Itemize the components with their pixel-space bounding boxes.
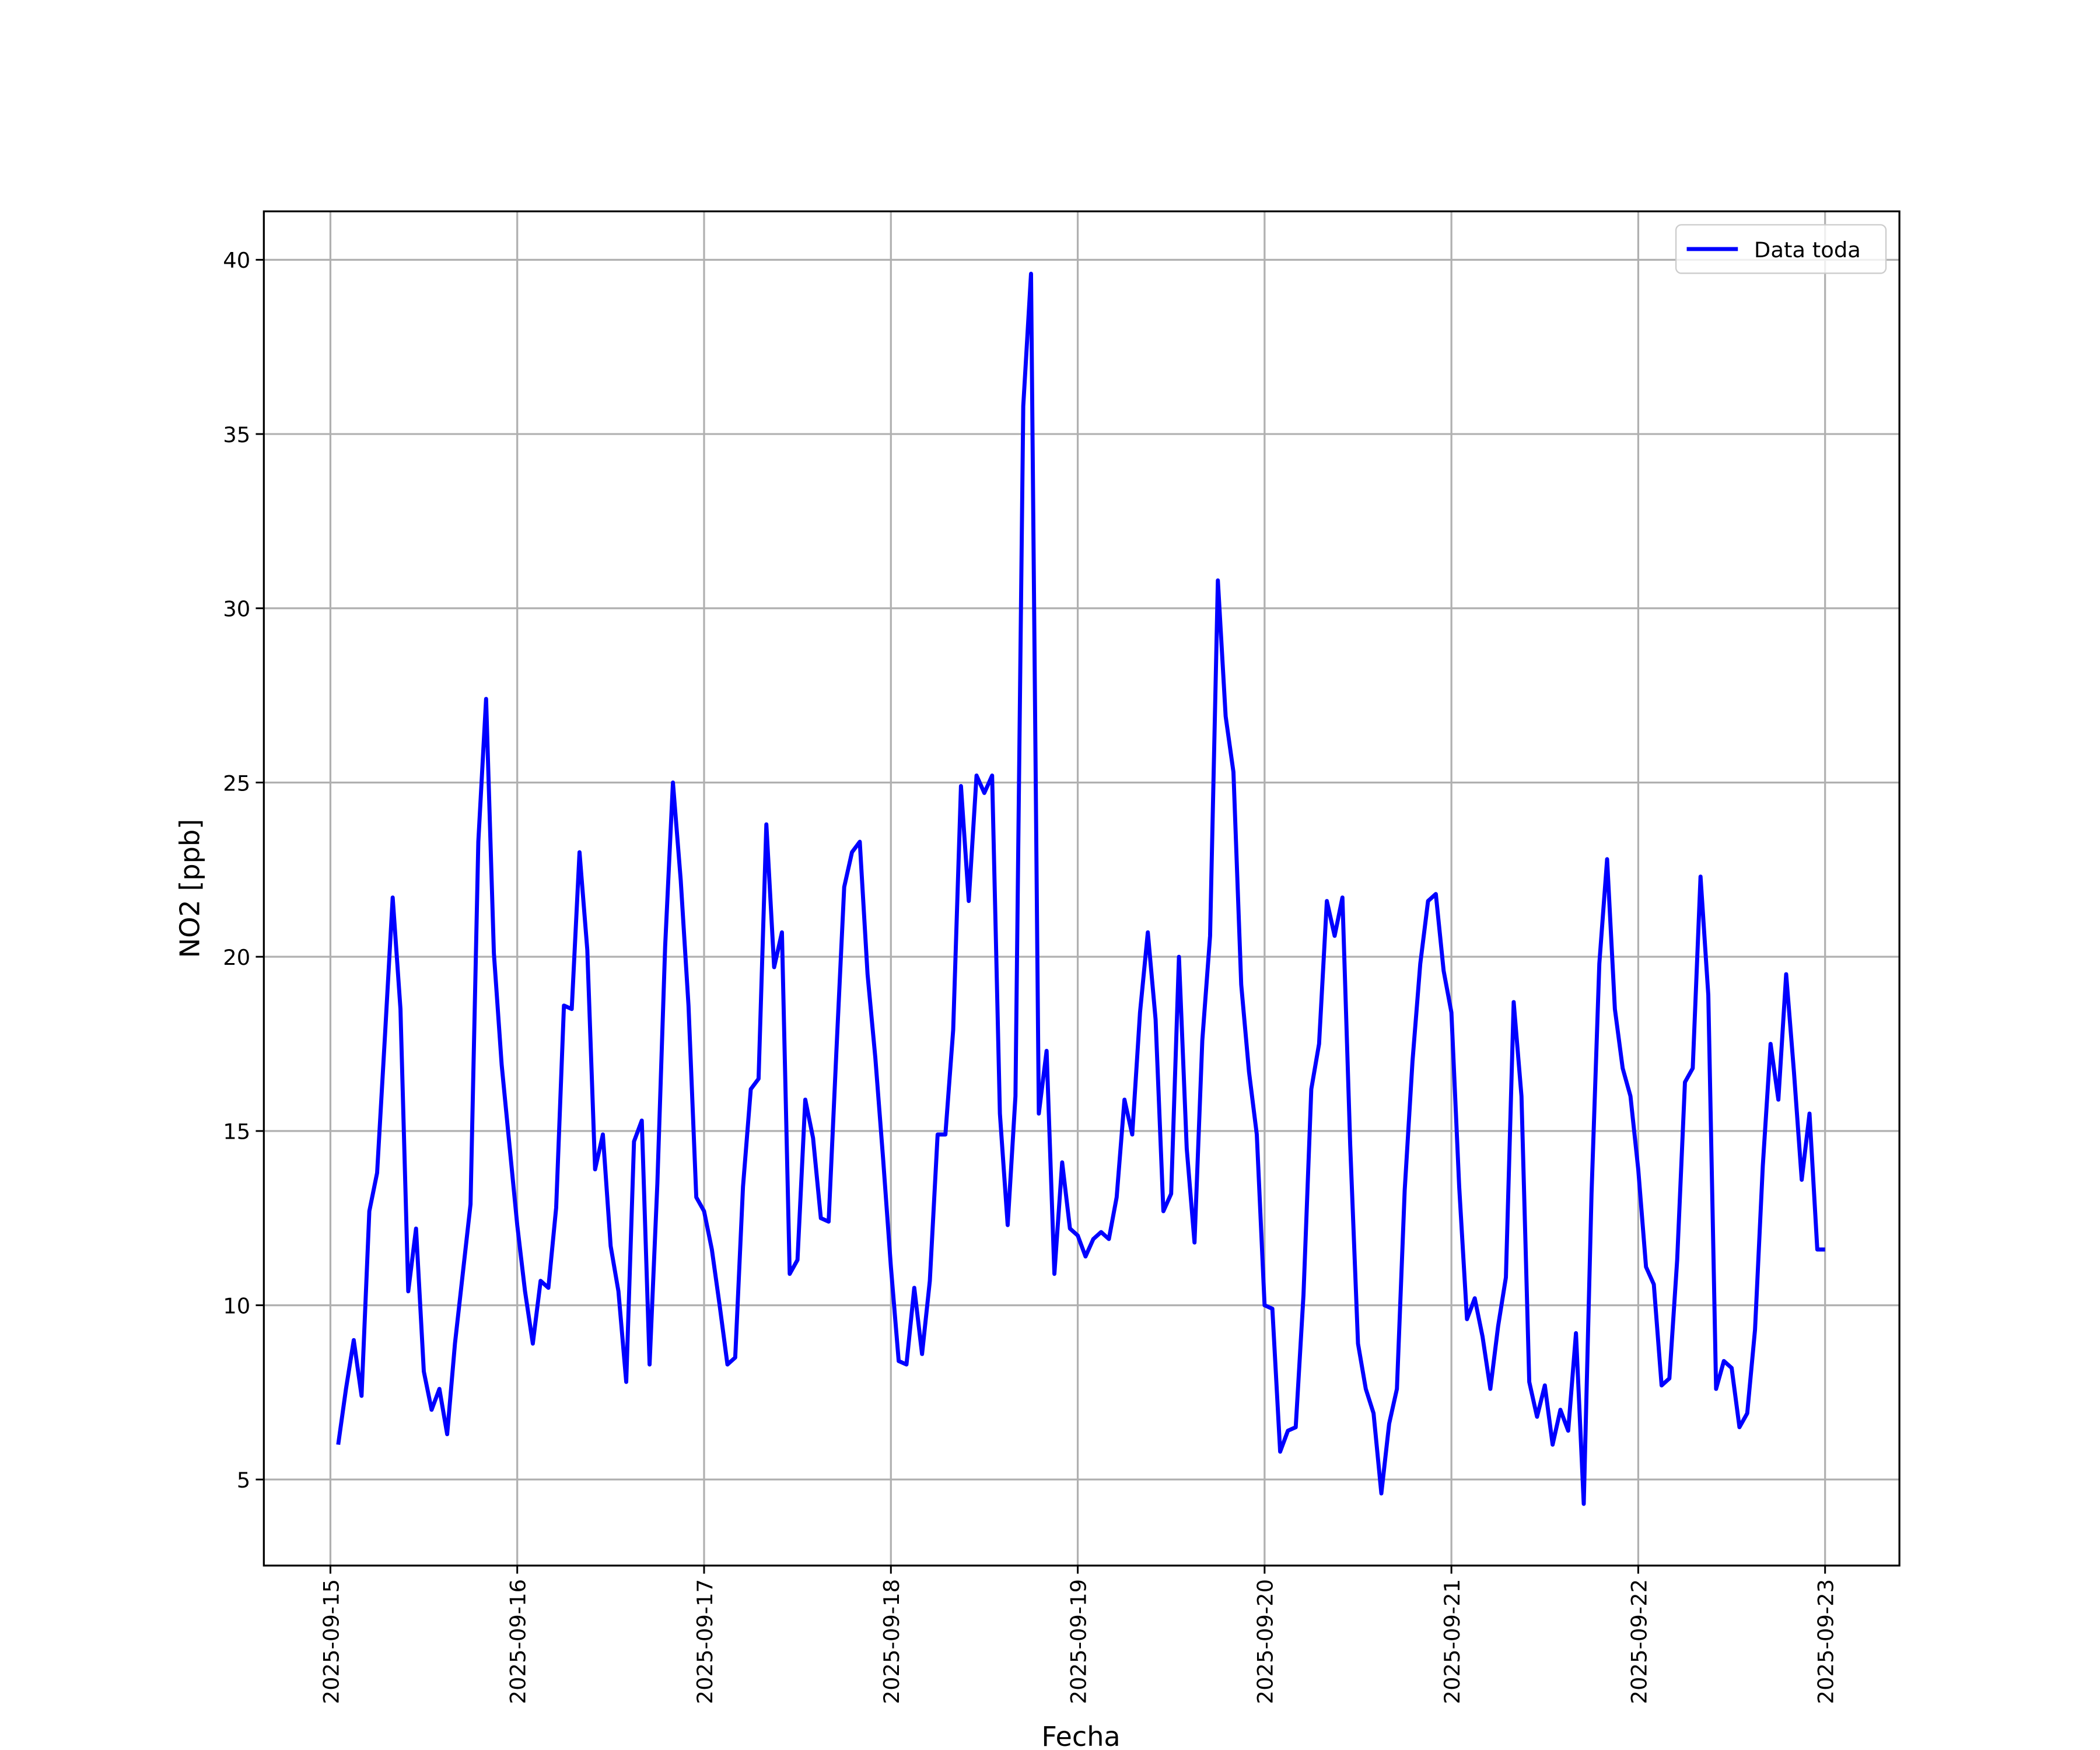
legend-box — [1675, 224, 1887, 274]
y-tick-label: 20 — [223, 945, 250, 970]
data-line — [336, 271, 1825, 1506]
plot-frame — [262, 210, 1901, 1567]
x-tick-label: 2025-09-22 — [1626, 1579, 1651, 1704]
x-tick-label: 2025-09-18 — [879, 1579, 904, 1704]
y-tick-label: 5 — [237, 1468, 250, 1493]
y-axis-label: NO2 [ppb] — [174, 819, 206, 958]
x-tick-label: 2025-09-19 — [1066, 1579, 1091, 1704]
x-tick-label: 2025-09-21 — [1440, 1579, 1465, 1704]
legend-label: Data toda — [1754, 237, 1861, 262]
y-tick-label: 15 — [223, 1119, 250, 1144]
x-axis-label: Fecha — [1041, 1721, 1120, 1750]
y-tick-label: 35 — [223, 422, 250, 447]
y-tick-label: 40 — [223, 248, 250, 273]
y-tick-label: 30 — [223, 597, 250, 622]
legend: Data toda — [1675, 224, 1887, 274]
x-tick-label: 2025-09-15 — [318, 1579, 344, 1704]
x-tick-label: 2025-09-23 — [1814, 1579, 1839, 1704]
x-tick-label: 2025-09-16 — [506, 1579, 531, 1704]
y-tick-label: 10 — [223, 1293, 250, 1318]
x-tick-label: 2025-09-20 — [1253, 1579, 1278, 1704]
x-tick-label: 2025-09-17 — [692, 1579, 718, 1704]
y-tick-label: 25 — [223, 771, 250, 796]
